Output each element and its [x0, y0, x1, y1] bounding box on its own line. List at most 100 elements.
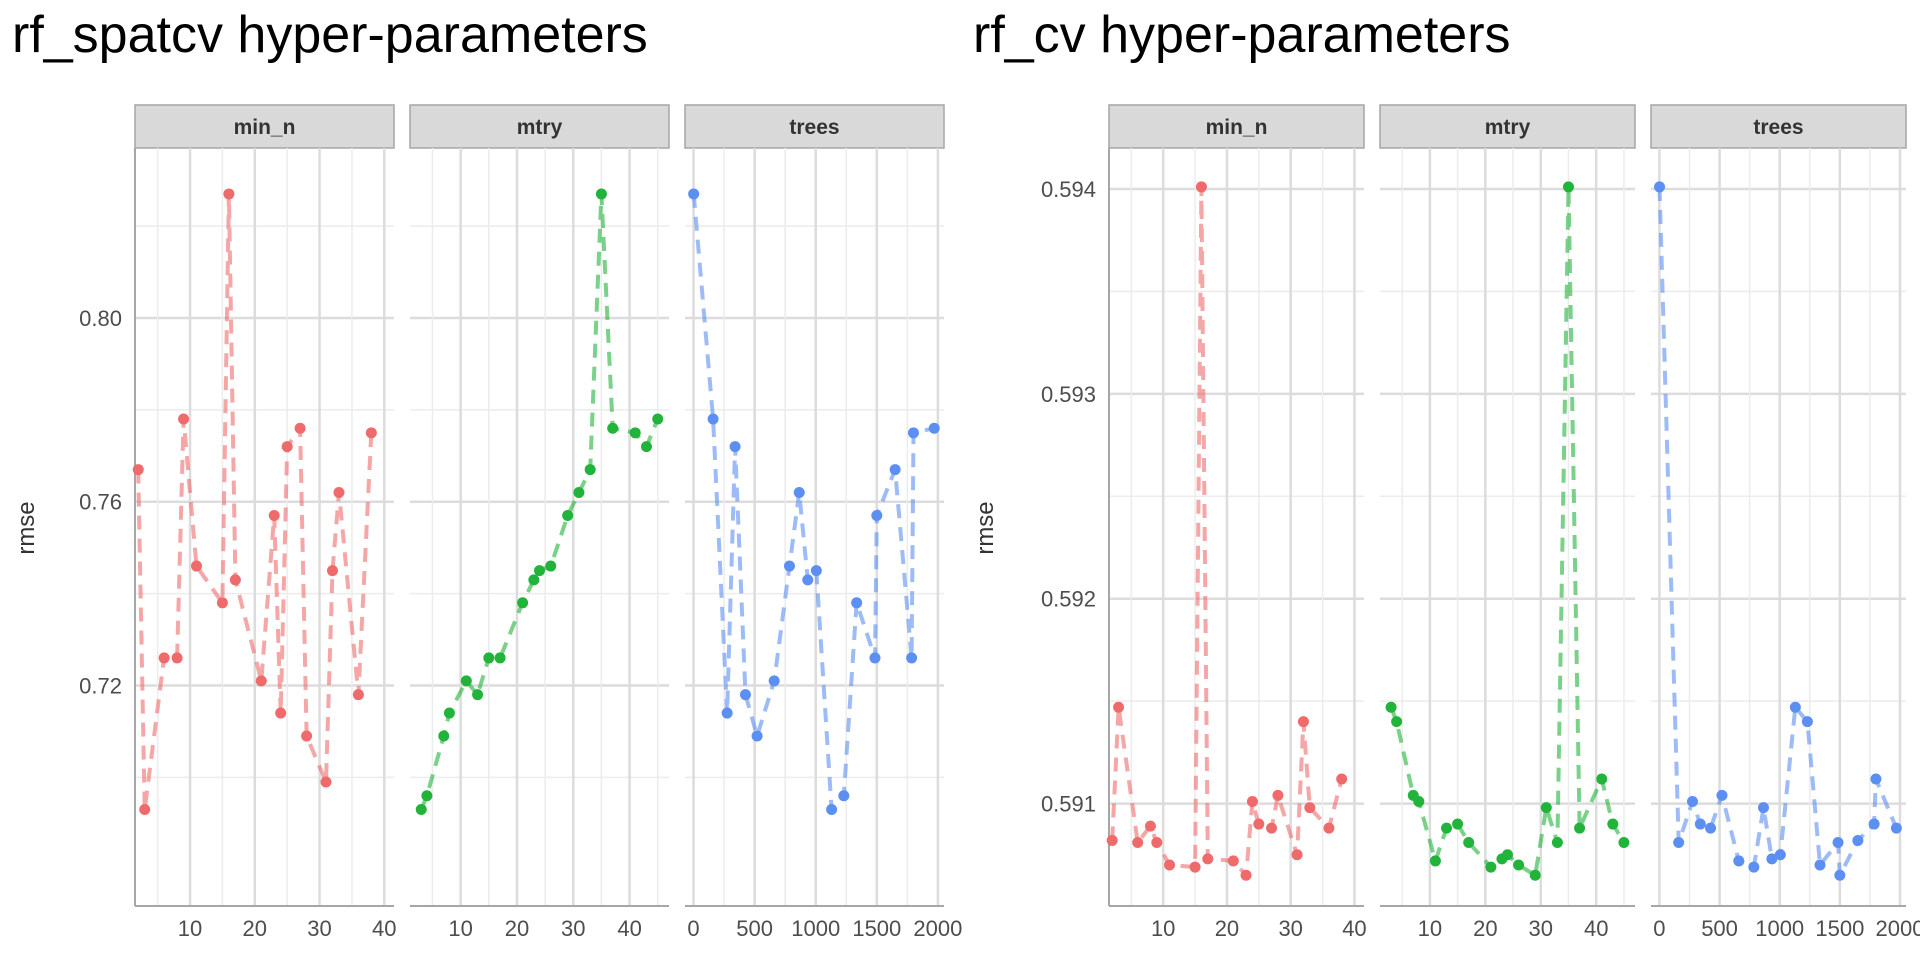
x-tick-label: 500 — [736, 916, 773, 941]
data-point — [1834, 869, 1846, 881]
data-point — [1607, 818, 1619, 830]
data-point — [268, 510, 280, 522]
x-tick-label: 30 — [1529, 916, 1553, 941]
x-tick-label: 10 — [1151, 916, 1175, 941]
data-point — [517, 597, 529, 609]
data-point — [216, 597, 228, 609]
y-tick-label: 0.592 — [1041, 587, 1096, 612]
data-point — [1164, 859, 1176, 871]
data-point — [275, 707, 287, 719]
data-point — [1195, 181, 1207, 193]
data-point — [171, 652, 183, 664]
data-point — [1705, 822, 1717, 834]
x-tick-label: 20 — [243, 916, 267, 941]
data-point — [1113, 701, 1125, 713]
facet-strip-label: trees — [789, 116, 839, 139]
data-point — [838, 790, 850, 802]
x-tick-label: 2000 — [913, 916, 962, 941]
data-point — [573, 487, 585, 499]
data-point — [528, 574, 540, 586]
y-tick-label: 0.593 — [1041, 382, 1096, 407]
data-point — [851, 597, 863, 609]
facet-panel-trees: trees 0 500 1000 1500 2000 — [684, 104, 962, 941]
data-point — [640, 441, 652, 453]
x-tick-label: 0 — [1653, 916, 1665, 941]
y-tick-label: 0.80 — [79, 306, 122, 331]
data-point — [443, 707, 455, 719]
data-point — [1246, 796, 1258, 808]
data-point — [826, 804, 838, 816]
facet-strip-label: mtry — [1485, 116, 1531, 139]
series-line-trees — [1657, 186, 1899, 878]
data-point — [802, 574, 814, 586]
data-point — [326, 565, 338, 577]
facet-strip — [684, 104, 945, 149]
data-point — [333, 487, 345, 499]
data-point — [139, 804, 151, 816]
data-point — [1673, 836, 1685, 848]
data-point — [545, 560, 557, 572]
x-tick-label: 30 — [561, 916, 585, 941]
x-tick-label: 10 — [448, 916, 472, 941]
data-point — [1694, 818, 1706, 830]
facet-panel-min_n: min_n 10 20 30 40 — [1106, 104, 1367, 941]
y-axis-title-rf-spatcv: rmse — [13, 501, 40, 554]
data-point — [729, 441, 741, 453]
data-point — [1132, 836, 1144, 848]
data-point — [191, 560, 203, 572]
data-point — [1716, 789, 1728, 801]
series-line-trees — [691, 193, 935, 812]
data-point — [534, 565, 545, 577]
data-point — [1463, 836, 1475, 848]
data-point — [906, 652, 918, 664]
data-point — [1513, 859, 1525, 871]
x-tick-label: 10 — [1418, 916, 1442, 941]
data-point — [1391, 716, 1403, 728]
data-point — [1774, 849, 1786, 861]
series-line-mtry — [1389, 184, 1626, 878]
data-point — [1272, 789, 1284, 801]
data-point — [1385, 701, 1397, 713]
data-point — [158, 652, 170, 664]
data-point — [688, 188, 700, 200]
facet-strip — [1108, 104, 1365, 149]
y-tick-label: 0.76 — [79, 490, 122, 515]
data-point — [783, 560, 795, 572]
data-point — [751, 730, 763, 742]
data-point — [483, 652, 495, 664]
data-point — [889, 464, 901, 476]
data-point — [1766, 853, 1778, 865]
data-point — [871, 510, 883, 522]
data-point — [1297, 716, 1309, 728]
data-point — [1618, 836, 1630, 848]
data-point — [629, 427, 641, 439]
data-point — [1540, 802, 1552, 814]
data-point — [739, 689, 751, 701]
data-point — [1485, 861, 1497, 873]
facet-strip-label: trees — [1753, 116, 1803, 139]
data-point — [1733, 855, 1745, 867]
data-point — [1266, 822, 1278, 834]
data-point — [584, 464, 596, 476]
data-point — [562, 510, 574, 522]
facet-strip — [134, 104, 395, 149]
facet-strip-label: mtry — [517, 116, 563, 139]
x-tick-label: 20 — [1215, 916, 1239, 941]
data-point — [1240, 869, 1252, 881]
data-point — [869, 652, 881, 664]
data-point — [132, 464, 144, 476]
data-point — [1304, 802, 1316, 814]
data-point — [1551, 836, 1563, 848]
data-point — [1890, 822, 1902, 834]
data-point — [1291, 849, 1303, 861]
x-tick-label: 1500 — [852, 916, 901, 941]
data-point — [1189, 861, 1201, 873]
facet-panel-trees: trees 0 500 1000 1500 2000 — [1650, 104, 1920, 941]
y-tick-label: 0.594 — [1041, 177, 1096, 202]
data-point — [1868, 818, 1880, 830]
data-point — [1151, 836, 1163, 848]
x-tick-label: 20 — [1473, 916, 1497, 941]
data-point — [793, 487, 805, 499]
x-tick-label: 1500 — [1815, 916, 1864, 941]
data-point — [707, 413, 719, 425]
